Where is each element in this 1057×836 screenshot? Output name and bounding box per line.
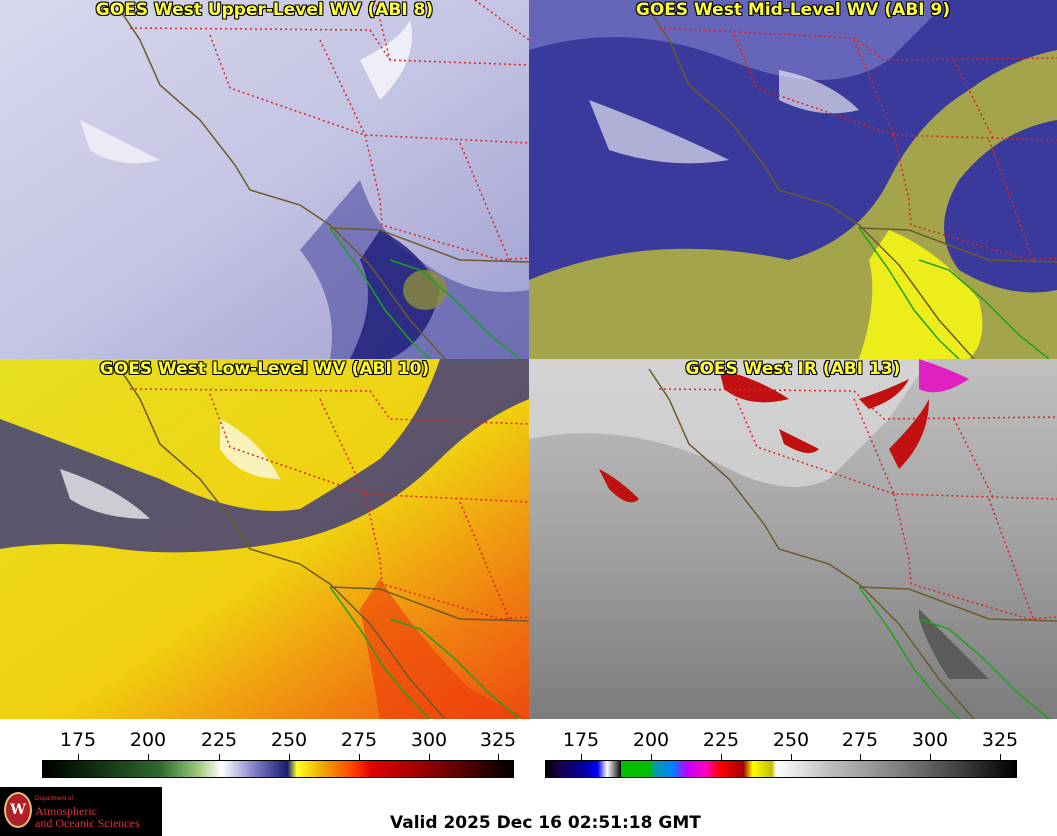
tick-mark xyxy=(219,754,220,760)
panel-ir: GOES West IR (ABI 13) xyxy=(529,359,1057,719)
ir-image xyxy=(529,359,1057,719)
tick-label: 325 xyxy=(479,729,517,751)
low-wv-image xyxy=(0,359,529,719)
tick-mark xyxy=(148,754,149,760)
tick-mark xyxy=(78,754,79,760)
panel-title: GOES West Mid-Level WV (ABI 9) xyxy=(635,0,951,20)
tick-mark xyxy=(1000,754,1001,760)
tick-mark xyxy=(429,754,430,760)
tick-mark xyxy=(581,754,582,760)
uw-seal-icon: W xyxy=(4,792,32,828)
upper-wv-image xyxy=(0,0,529,359)
tick-label: 325 xyxy=(981,729,1019,751)
logo-line-2: and Oceanic Sciences xyxy=(35,816,140,830)
tick-mark xyxy=(791,754,792,760)
tick-label: 275 xyxy=(340,729,378,751)
tick-label: 250 xyxy=(772,729,810,751)
logo-line-1: Atmospheric xyxy=(35,804,97,818)
panel-title: GOES West Low-Level WV (ABI 10) xyxy=(99,359,430,379)
panel-mid-wv: GOES West Mid-Level WV (ABI 9) xyxy=(529,0,1057,359)
tick-label: 225 xyxy=(200,729,238,751)
valid-timestamp: Valid 2025 Dec 16 02:51:18 GMT xyxy=(390,813,701,833)
tick-label: 175 xyxy=(562,729,600,751)
wv-colorbar-gradient xyxy=(42,760,514,778)
ir-colorbar-gradient xyxy=(545,760,1017,778)
aos-logo: W Department of Atmospheric and Oceanic … xyxy=(0,787,162,836)
tick-label: 175 xyxy=(59,729,97,751)
tick-label: 275 xyxy=(841,729,879,751)
tick-mark xyxy=(498,754,499,760)
ir-colorbar: 175 200 225 250 275 300 325 xyxy=(529,719,1057,787)
tick-label: 300 xyxy=(911,729,949,751)
tick-label: 200 xyxy=(129,729,167,751)
panel-upper-wv: GOES West Upper-Level WV (ABI 8) xyxy=(0,0,529,359)
tick-label: 200 xyxy=(632,729,670,751)
mid-wv-image xyxy=(529,0,1057,359)
panel-title: GOES West Upper-Level WV (ABI 8) xyxy=(95,0,434,20)
tick-label: 300 xyxy=(410,729,448,751)
tick-mark xyxy=(651,754,652,760)
tick-mark xyxy=(930,754,931,760)
tick-mark xyxy=(721,754,722,760)
logo-dept: Department of xyxy=(35,796,74,802)
panel-low-wv: GOES West Low-Level WV (ABI 10) xyxy=(0,359,529,719)
panel-title: GOES West IR (ABI 13) xyxy=(685,359,901,379)
tick-mark xyxy=(359,754,360,760)
tick-mark xyxy=(860,754,861,760)
tick-mark xyxy=(289,754,290,760)
wv-colorbar: 175 200 225 250 275 300 325 xyxy=(0,719,529,787)
tick-label: 225 xyxy=(702,729,740,751)
tick-label: 250 xyxy=(270,729,308,751)
